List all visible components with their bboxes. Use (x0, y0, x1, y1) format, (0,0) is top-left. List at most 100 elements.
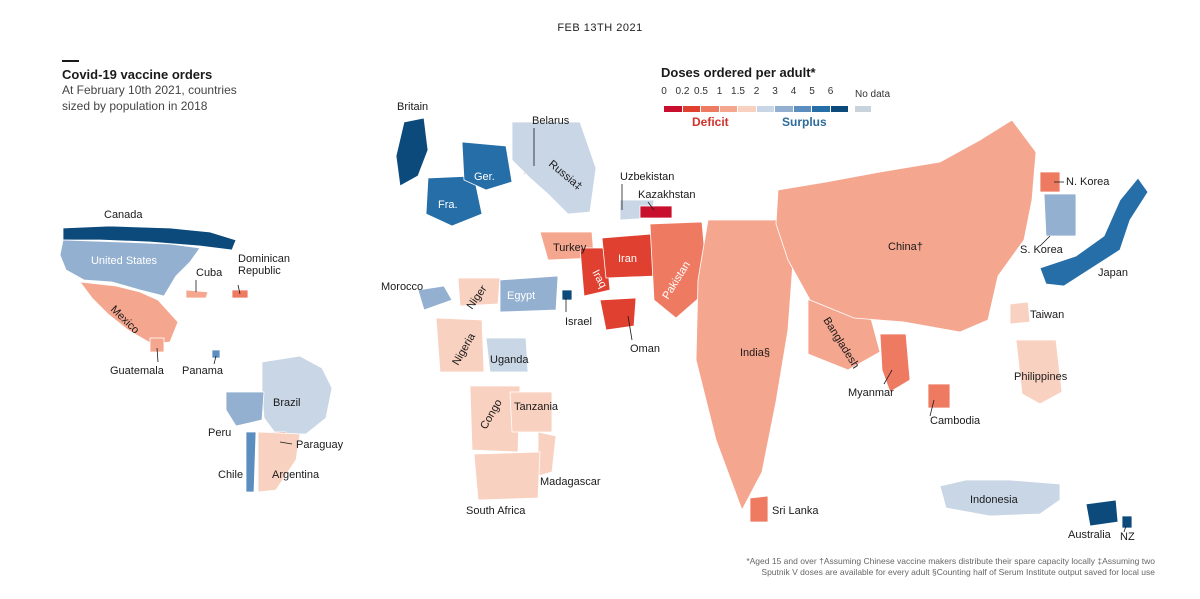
country-australia (1085, 499, 1119, 527)
leader-line (279, 441, 293, 445)
legend-swatch (738, 106, 756, 112)
country-label-oman: Oman (630, 343, 660, 355)
country-mexico (79, 281, 179, 345)
country-label-guatemala: Guatemala (110, 365, 165, 377)
country-label-brazil: Brazil (273, 397, 301, 409)
country-label-ger: Ger. (474, 171, 495, 183)
country-label-tanzania: Tanzania (514, 401, 559, 413)
legend-swatch (701, 106, 719, 112)
country-n-korea (1039, 171, 1061, 193)
date-label: FEB 13TH 2021 (557, 22, 643, 34)
country-label-canada: Canada (104, 209, 143, 221)
legend-swatch (756, 106, 774, 112)
title-block: Covid-19 vaccine orders At February 10th… (62, 60, 292, 114)
legend-tick-label: 0.2 (675, 86, 690, 97)
country-label-sri-lanka: Sri Lanka (772, 505, 819, 517)
country-brazil (261, 355, 333, 435)
legend-swatch (775, 106, 793, 112)
country-canada (62, 225, 237, 251)
country-tanzania (509, 391, 553, 433)
leader-line (213, 355, 217, 365)
country-japan (1039, 177, 1149, 287)
country-united-states (59, 239, 201, 297)
country-label-chile: Chile (218, 469, 243, 481)
country-congo (469, 385, 521, 453)
leader-line (1123, 525, 1127, 533)
country-label-kazakhstan: Kazakhstan (638, 189, 695, 201)
country-pakistan (649, 221, 709, 319)
country-peru (225, 391, 265, 427)
country-label-japan: Japan (1098, 267, 1128, 279)
leader-line (883, 369, 893, 385)
country-label-madagascar: Madagascar (540, 476, 601, 488)
country-panama (211, 349, 221, 359)
legend-no-data-swatch (855, 106, 871, 112)
country-cambodia (927, 383, 951, 409)
legend-swatch (719, 106, 737, 112)
country-label-morocco: Morocco (381, 281, 423, 293)
country-label-britain: Britain (397, 101, 428, 113)
legend-tick-label: 3 (772, 86, 778, 97)
country-label-south-africa: South Africa (466, 505, 526, 517)
country-china (775, 119, 1037, 333)
country-label-paraguay: Paraguay (296, 439, 344, 451)
country-label-cuba: Cuba (196, 267, 223, 279)
country-s-korea (1043, 193, 1077, 237)
country-iraq (579, 247, 611, 297)
chart-title: Covid-19 vaccine orders (62, 67, 213, 82)
legend-tick-label: 0.5 (694, 86, 708, 97)
country-israel (561, 289, 573, 301)
country-india (695, 219, 795, 511)
subtitle-line: At February 10th 2021, countries (62, 83, 237, 97)
leader-line (156, 347, 159, 363)
country-label-china: China† (888, 241, 923, 253)
legend-tick-label: 2 (753, 86, 760, 97)
country-sri-lanka (749, 495, 769, 523)
legend-tick-label: 5 (809, 86, 815, 97)
legend-swatch (830, 106, 848, 112)
country-label-s-korea: S. Korea (1020, 244, 1064, 256)
country-label-australia: Australia (1068, 529, 1112, 541)
country-philippines (1015, 339, 1063, 405)
country-label-taiwan: Taiwan (1030, 309, 1064, 321)
country-south-africa (473, 451, 541, 501)
country-uganda (485, 337, 529, 373)
legend-surplus-label: Surplus (782, 115, 827, 129)
legend-no-data-label: No data (855, 89, 891, 100)
title-rule (62, 60, 79, 62)
country-argentina (257, 431, 301, 493)
legend-title: Doses ordered per adult* (661, 65, 816, 80)
country-label-united-states: United States (91, 255, 158, 267)
legend: Doses ordered per adult* 0 0.2 0.5 1 1.5 2 3 4 5… (661, 65, 901, 129)
country-label-belarus: Belarus (532, 115, 570, 127)
country-label-egypt: Egypt (507, 290, 535, 302)
country-cuba (185, 289, 209, 299)
country-egypt (499, 275, 559, 313)
footnote-line: *Aged 15 and over †Assuming Chinese vacc… (746, 556, 1155, 566)
country-label-uzbekistan: Uzbekistan (620, 171, 674, 183)
legend-swatch (682, 106, 700, 112)
country-label-fra: Fra. (438, 199, 458, 211)
country-label-n-korea: N. Korea (1066, 176, 1110, 188)
country-label-argentina: Argentina (272, 469, 320, 481)
subtitle-line: sized by population in 2018 (62, 99, 208, 113)
footnote: *Aged 15 and over †Assuming Chinese vacc… (695, 556, 1155, 578)
country-label-nz: NZ (1120, 531, 1135, 543)
country-russia (511, 121, 597, 215)
legend-tick-label: 6 (827, 86, 834, 97)
country-oman (599, 297, 637, 331)
country-label-iran: Iran (618, 253, 637, 265)
legend-tick-label: 1.5 (731, 86, 745, 97)
country-taiwan (1009, 301, 1031, 325)
country-label-uganda: Uganda (490, 354, 529, 366)
legend-swatch (812, 106, 830, 112)
legend-tick-label: 0 (661, 86, 667, 97)
country-label-myanmar: Myanmar (848, 387, 894, 399)
country-label-cambodia: Cambodia (930, 415, 981, 427)
country-nigeria (435, 317, 485, 373)
legend-swatch (664, 106, 682, 112)
country-niger (457, 277, 501, 307)
country-ger (461, 141, 513, 191)
legend-tick-label: 1 (716, 86, 723, 97)
